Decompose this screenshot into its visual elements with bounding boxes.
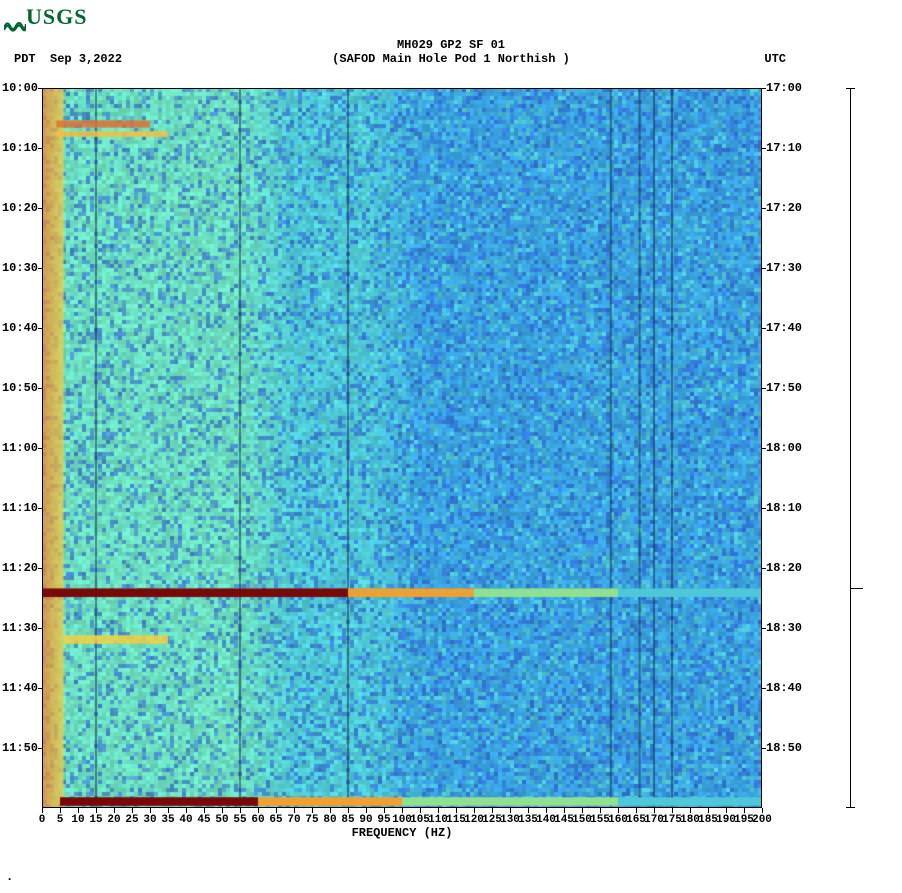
x-tick: 95 — [377, 814, 390, 826]
x-tick: 185 — [698, 814, 718, 826]
y-right-tick: 17:20 — [766, 201, 802, 215]
spectrogram-plot — [42, 88, 762, 808]
x-tick: 30 — [143, 814, 156, 826]
y-left-tick: 10:40 — [2, 321, 38, 335]
y-left-tick: 11:30 — [2, 621, 38, 635]
x-tick: 60 — [251, 814, 264, 826]
x-tick: 175 — [662, 814, 682, 826]
x-tick: 50 — [215, 814, 228, 826]
x-tick: 25 — [125, 814, 138, 826]
y-right-tick: 18:20 — [766, 561, 802, 575]
y-left-tick: 10:10 — [2, 141, 38, 155]
x-tick: 100 — [392, 814, 412, 826]
y-right-tick: 17:50 — [766, 381, 802, 395]
chart-title-line1: MH029 GP2 SF 01 — [0, 38, 902, 52]
x-tick: 120 — [464, 814, 484, 826]
y-axis-left: 10:0010:1010:2010:3010:4010:5011:0011:10… — [0, 88, 42, 808]
x-tick: 55 — [233, 814, 246, 826]
x-tick: 165 — [626, 814, 646, 826]
spectrogram-canvas — [42, 88, 762, 808]
footer-dot: . — [6, 870, 13, 884]
tz-left-label: PDT — [14, 52, 36, 66]
x-tick: 150 — [572, 814, 592, 826]
x-tick: 35 — [161, 814, 174, 826]
y-left-tick: 10:20 — [2, 201, 38, 215]
x-tick: 40 — [179, 814, 192, 826]
x-tick: 80 — [323, 814, 336, 826]
x-tick: 180 — [680, 814, 700, 826]
tz-right-label: UTC — [764, 52, 786, 66]
scale-top-cap — [846, 88, 855, 89]
x-tick: 90 — [359, 814, 372, 826]
y-left-tick: 10:50 — [2, 381, 38, 395]
x-tick: 110 — [428, 814, 448, 826]
x-tick: 75 — [305, 814, 318, 826]
x-tick: 130 — [500, 814, 520, 826]
y-right-tick: 17:30 — [766, 261, 802, 275]
x-tick: 115 — [446, 814, 466, 826]
usgs-logo-text: USGS — [26, 4, 87, 29]
x-tick: 5 — [57, 814, 64, 826]
y-right-tick: 18:50 — [766, 741, 802, 755]
x-tick: 45 — [197, 814, 210, 826]
y-right-tick: 17:40 — [766, 321, 802, 335]
x-tick: 155 — [590, 814, 610, 826]
x-tick: 200 — [752, 814, 772, 826]
x-tick: 125 — [482, 814, 502, 826]
scale-bottom-cap — [846, 807, 855, 808]
y-right-tick: 18:30 — [766, 621, 802, 635]
x-tick: 65 — [269, 814, 282, 826]
timezone-right: UTC — [764, 52, 786, 66]
y-left-tick: 10:00 — [2, 81, 38, 95]
x-tick: 170 — [644, 814, 664, 826]
y-right-tick: 17:00 — [766, 81, 802, 95]
x-tick: 85 — [341, 814, 354, 826]
x-tick: 70 — [287, 814, 300, 826]
x-tick: 190 — [716, 814, 736, 826]
x-tick: 135 — [518, 814, 538, 826]
x-tick: 140 — [536, 814, 556, 826]
scale-event-tick — [850, 588, 863, 589]
y-left-tick: 11:20 — [2, 561, 38, 575]
x-tick: 15 — [89, 814, 102, 826]
usgs-logo: USGS — [4, 4, 87, 30]
date-label: Sep 3,2022 — [50, 52, 122, 66]
x-tick: 105 — [410, 814, 430, 826]
timezone-left: PDT Sep 3,2022 — [14, 52, 122, 66]
y-right-tick: 18:40 — [766, 681, 802, 695]
y-left-tick: 10:30 — [2, 261, 38, 275]
x-tick: 20 — [107, 814, 120, 826]
y-left-tick: 11:10 — [2, 501, 38, 515]
x-tick: 10 — [71, 814, 84, 826]
y-left-tick: 11:00 — [2, 441, 38, 455]
y-left-tick: 11:40 — [2, 681, 38, 695]
amplitude-scale — [850, 88, 851, 808]
y-axis-right: 17:0017:1017:2017:3017:4017:5018:0018:10… — [762, 88, 812, 808]
x-tick: 145 — [554, 814, 574, 826]
x-axis-label: FREQUENCY (HZ) — [42, 826, 762, 840]
usgs-logo-wave-icon — [4, 12, 26, 26]
x-tick: 0 — [39, 814, 46, 826]
x-tick: 160 — [608, 814, 628, 826]
y-right-tick: 18:10 — [766, 501, 802, 515]
y-right-tick: 18:00 — [766, 441, 802, 455]
y-right-tick: 17:10 — [766, 141, 802, 155]
y-left-tick: 11:50 — [2, 741, 38, 755]
x-tick: 195 — [734, 814, 754, 826]
